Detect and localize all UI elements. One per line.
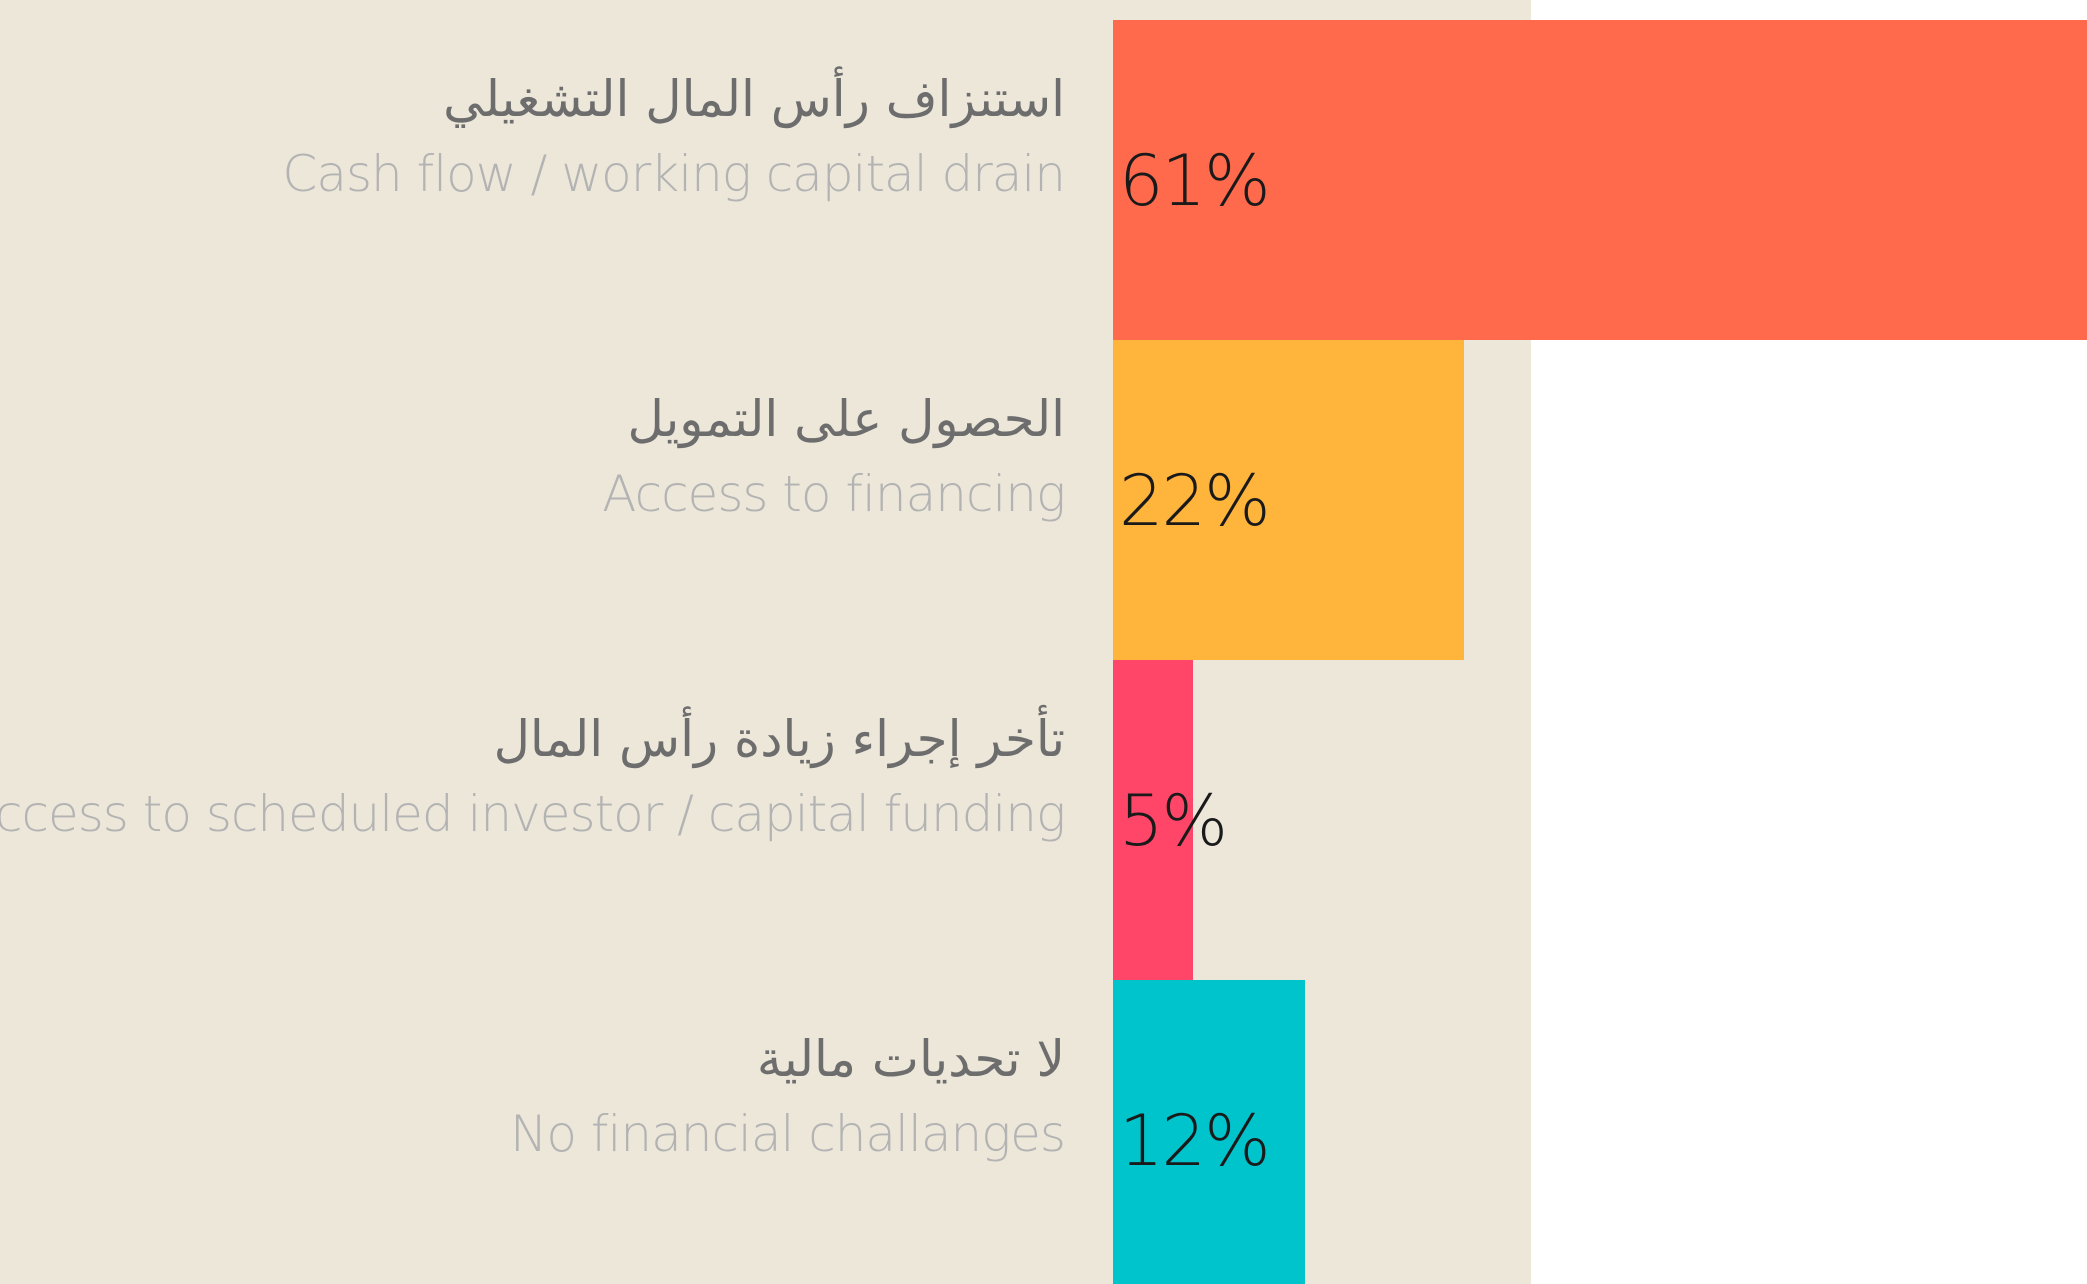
value-label: 5% [1119,780,1228,862]
category-label-ar: استنزاف رأس المال التشغيلي [443,70,1065,128]
category-label-en: Access to scheduled investor / capital f… [0,785,1066,843]
category-label-en: Access to financing [602,465,1066,523]
category-label-en: No financial challanges [510,1105,1066,1163]
bar [1113,20,2087,340]
value-label: 61% [1119,140,1271,222]
category-label-ar: لا تحديات مالية [756,1030,1065,1088]
category-label-ar: تأخر إجراء زيادة رأس المال [493,710,1065,768]
value-label: 12% [1119,1100,1271,1182]
bar [1113,340,1465,660]
bar [1113,980,1305,1284]
value-label: 22% [1119,460,1271,542]
bar [1113,660,1193,980]
category-label-ar: الحصول على التمويل [627,390,1066,448]
category-label-en: Cash flow / working capital drain [282,145,1066,203]
